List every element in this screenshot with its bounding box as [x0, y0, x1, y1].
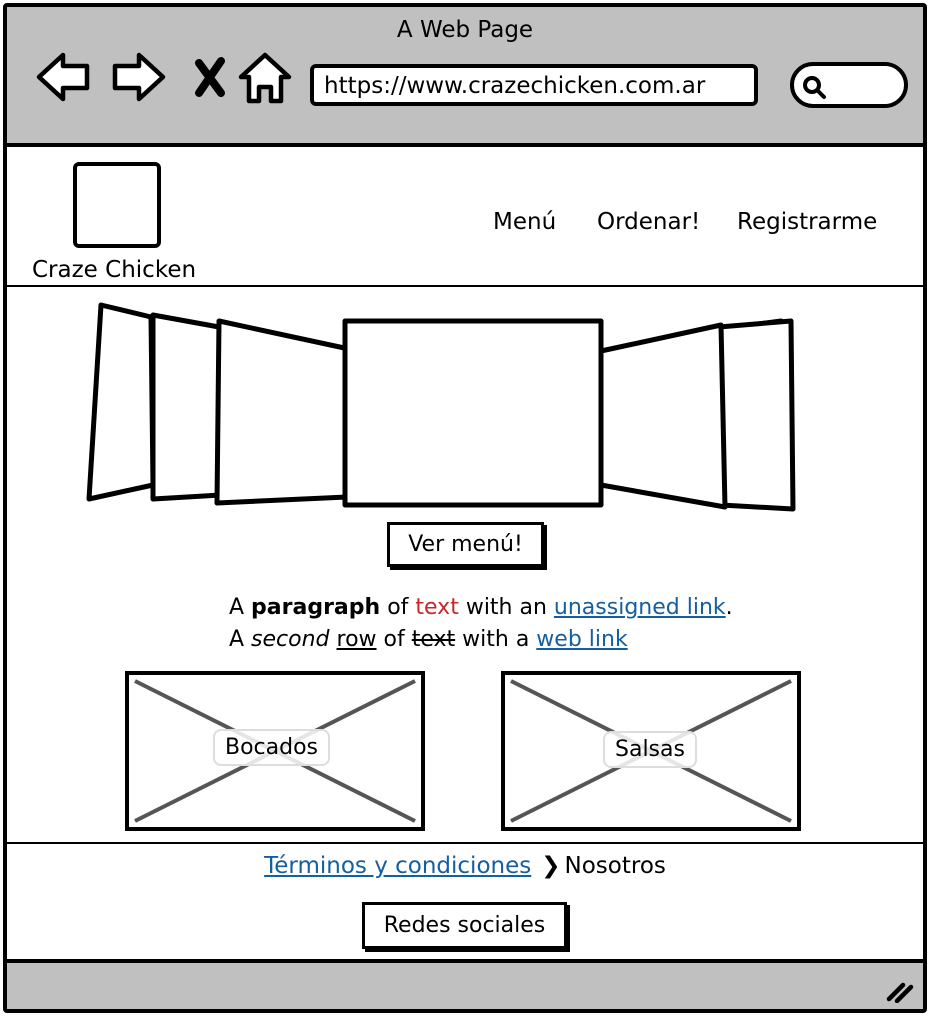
nav-link-ordenar[interactable]: Ordenar!	[597, 209, 701, 235]
red-text: text	[415, 595, 459, 620]
text-span: with an	[458, 595, 554, 620]
strikethrough-text: text	[411, 627, 456, 652]
breadcrumb-current: Nosotros	[564, 853, 666, 879]
nav-link-registrarme[interactable]: Registrarme	[737, 209, 878, 235]
cover-flow-carousel[interactable]	[81, 299, 851, 514]
home-icon[interactable]	[235, 47, 295, 107]
unassigned-link[interactable]: unassigned link	[553, 595, 726, 620]
carousel-slide	[86, 302, 156, 502]
paragraph: A paragraph of text with an unassigned l…	[229, 592, 733, 656]
carousel-slide	[214, 318, 352, 506]
logo-placeholder[interactable]	[73, 162, 161, 248]
status-bar	[7, 959, 923, 1009]
text-span	[330, 627, 337, 652]
logo-label: Craze Chicken	[32, 257, 197, 283]
carousel-slide	[150, 312, 224, 502]
site-header: Craze Chicken Menú Ordenar! Registrarme	[7, 147, 923, 287]
address-bar[interactable]: https://www.crazechicken.com.ar	[310, 64, 758, 106]
image-card-salsas[interactable]: Salsas	[501, 671, 801, 831]
italic-text: second	[251, 627, 330, 652]
text-span: A	[229, 627, 252, 652]
text-span: with a	[455, 627, 537, 652]
browser-window: A Web Page https://www.crazechicken.com.…	[3, 3, 927, 1013]
browser-toolbar: A Web Page https://www.crazechicken.com.…	[7, 7, 923, 147]
carousel-slide	[598, 322, 728, 510]
back-arrow-icon[interactable]	[33, 47, 93, 107]
footer-breadcrumb: Términos y condiciones ❯ Nosotros	[7, 853, 923, 879]
window-title: A Web Page	[396, 17, 534, 43]
chevron-right-icon: ❯	[541, 853, 561, 879]
text-span: of	[376, 627, 412, 652]
resize-grip-icon[interactable]	[885, 979, 915, 1003]
paragraph-line-2: A second row of text with a web link	[229, 624, 733, 656]
social-media-button[interactable]: Redes sociales	[362, 902, 567, 949]
text-span: A	[229, 595, 252, 620]
nav-link-menu[interactable]: Menú	[493, 209, 557, 235]
image-card-bocados[interactable]: Bocados	[125, 671, 425, 831]
ver-menu-button[interactable]: Ver menú!	[387, 522, 544, 567]
forward-arrow-icon[interactable]	[109, 47, 169, 107]
search-icon	[803, 76, 826, 99]
bold-text: paragraph	[251, 595, 381, 620]
carousel-slide-active	[342, 318, 604, 508]
text-span: of	[380, 595, 416, 620]
underlined-text: row	[336, 627, 377, 652]
carousel-slide	[716, 318, 796, 512]
paragraph-line-1: A paragraph of text with an unassigned l…	[229, 592, 733, 624]
search-field[interactable]	[790, 62, 908, 108]
card-label-salsas: Salsas	[603, 731, 697, 768]
footer-divider	[7, 842, 923, 844]
card-label-bocados: Bocados	[213, 729, 331, 766]
web-link[interactable]: web link	[536, 627, 628, 652]
text-span: .	[725, 595, 733, 620]
close-x-icon[interactable]	[181, 47, 241, 107]
header-divider	[7, 285, 923, 287]
terms-link[interactable]: Términos y condiciones	[264, 853, 532, 879]
